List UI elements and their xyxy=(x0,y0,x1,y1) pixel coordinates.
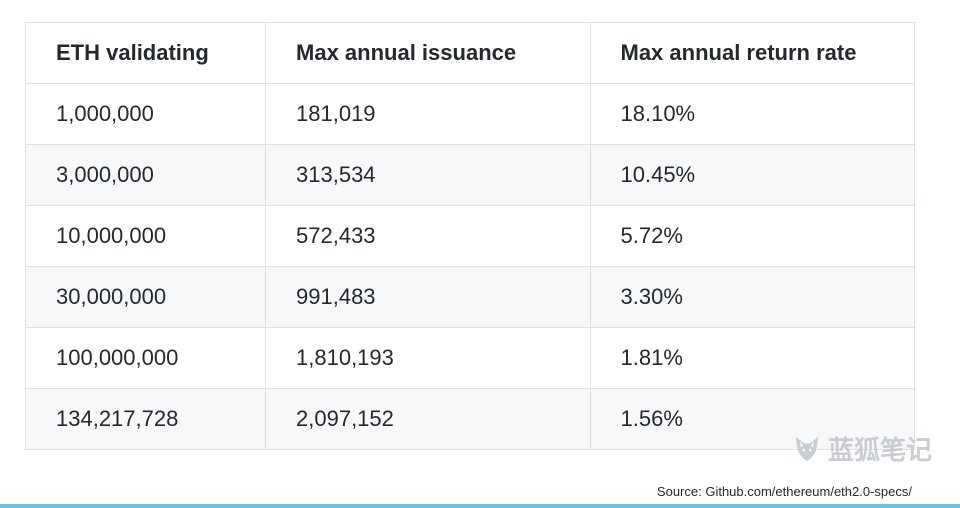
table-cell: 10,000,000 xyxy=(24,205,267,267)
table-header-row: ETH validating Max annual issuance Max a… xyxy=(24,22,915,84)
column-header-eth-validating: ETH validating xyxy=(24,22,267,84)
table-cell: 1.56% xyxy=(589,388,915,450)
table-cell: 1.81% xyxy=(589,327,915,389)
table-cell: 313,534 xyxy=(265,144,591,206)
table-cell: 991,483 xyxy=(265,266,591,328)
table-cell: 10.45% xyxy=(589,144,915,206)
table-cell: 18.10% xyxy=(589,83,915,145)
table-row: 100,000,000 1,810,193 1.81% xyxy=(24,327,915,389)
table-cell: 2,097,152 xyxy=(265,388,591,450)
eth-staking-table: ETH validating Max annual issuance Max a… xyxy=(24,22,915,450)
table-cell: 1,000,000 xyxy=(24,83,267,145)
table-cell: 30,000,000 xyxy=(24,266,267,328)
column-header-max-annual-issuance: Max annual issuance xyxy=(265,22,591,84)
table-cell: 572,433 xyxy=(265,205,591,267)
eth-staking-table-container: ETH validating Max annual issuance Max a… xyxy=(24,22,915,450)
source-attribution: Source: Github.com/ethereum/eth2.0-specs… xyxy=(656,484,912,499)
table-row: 134,217,728 2,097,152 1.56% xyxy=(24,388,915,450)
table-cell: 134,217,728 xyxy=(24,388,267,450)
table-row: 10,000,000 572,433 5.72% xyxy=(24,205,915,267)
table-row: 3,000,000 313,534 10.45% xyxy=(24,144,915,206)
bottom-accent-line xyxy=(0,504,960,508)
table-row: 1,000,000 181,019 18.10% xyxy=(24,83,915,145)
table-cell: 3,000,000 xyxy=(24,144,267,206)
table-cell: 5.72% xyxy=(589,205,915,267)
table-row: 30,000,000 991,483 3.30% xyxy=(24,266,915,328)
table-cell: 100,000,000 xyxy=(24,327,267,389)
table-cell: 181,019 xyxy=(265,83,591,145)
table-cell: 3.30% xyxy=(589,266,915,328)
column-header-max-annual-return-rate: Max annual return rate xyxy=(589,22,915,84)
table-cell: 1,810,193 xyxy=(265,327,591,389)
